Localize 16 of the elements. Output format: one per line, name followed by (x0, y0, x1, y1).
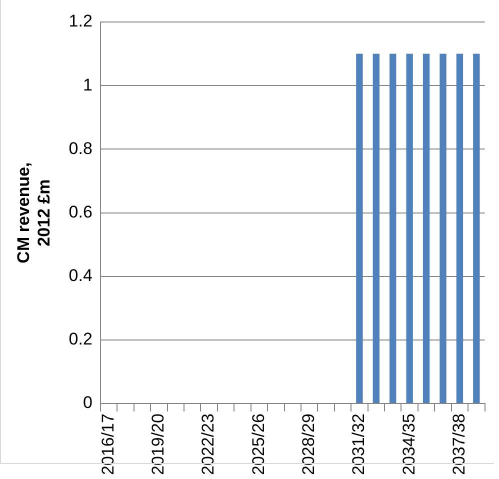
x-tick-label: 2025/26 (248, 414, 268, 475)
x-tick-label: 2016/17 (98, 414, 118, 475)
y-tick-label: 0.6 (68, 202, 92, 222)
x-tick-label: 2019/20 (148, 414, 168, 475)
y-tick-label: 1 (82, 75, 92, 94)
y-tick-label: 0.2 (68, 330, 92, 349)
y-tick-label: 0 (82, 393, 92, 412)
x-tick-label: 2022/23 (198, 414, 218, 475)
y-axis-title: CM revenue, 2012 £m (14, 162, 54, 264)
x-tick-label: 2031/32 (349, 414, 368, 475)
y-tick-label: 1.2 (68, 12, 92, 31)
x-tick-label: 2034/35 (399, 414, 418, 475)
y-tick-label: 0.4 (68, 266, 92, 286)
y-tick-label: 0.8 (68, 138, 92, 158)
x-tick-label: 2037/38 (449, 414, 468, 475)
x-tick-label: 2028/29 (299, 414, 318, 475)
